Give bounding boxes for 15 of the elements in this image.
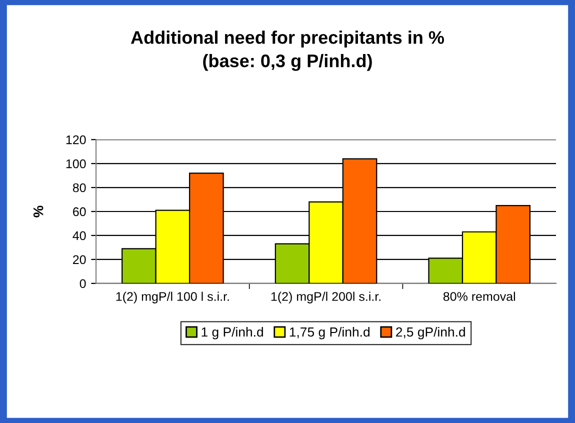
y-tick-label: 0 — [80, 279, 86, 288]
y-tick-label: 20 — [73, 255, 86, 264]
legend-label: 2,5 gP/inh.d — [396, 326, 465, 340]
y-tick-label: 120 — [66, 135, 86, 144]
y-tick-label: 60 — [73, 207, 86, 216]
y-tick-label: 100 — [66, 159, 86, 168]
legend-label: 1,75 g P/inh.d — [290, 326, 370, 340]
legend-label: 1 g P/inh.d — [202, 326, 263, 340]
x-tick-label: 1(2) mgP/l 200l s.i.r. — [271, 292, 380, 304]
y-tick-label: 80 — [72, 183, 86, 192]
x-tick-label: 1(2) mgP/l 100 l s.i.r. — [116, 292, 229, 304]
chart-title: Additional need for precipitants in % (base: 0,3 g P/inh.d) — [130, 30, 444, 71]
y-tick-label: 40 — [72, 231, 86, 240]
x-tick-label: 80% removal — [443, 292, 515, 301]
y-axis-title: % — [33, 206, 44, 218]
